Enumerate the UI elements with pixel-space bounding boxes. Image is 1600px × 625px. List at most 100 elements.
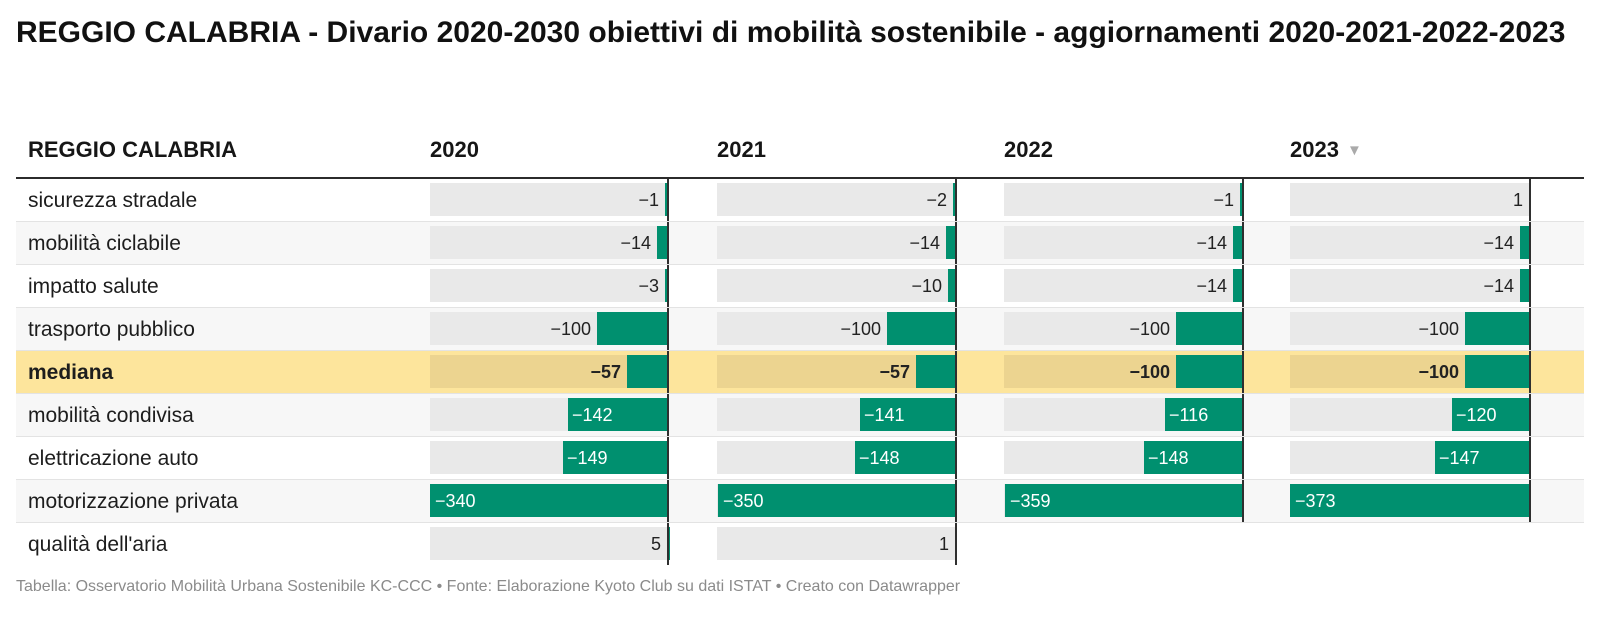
bar-track (430, 183, 667, 216)
bar-cell: −350 (717, 480, 957, 522)
header-year-2020[interactable]: 2020 (430, 137, 479, 163)
value-label: 5 (650, 534, 661, 554)
table-row: trasporto pubblico −100 −100 −100 −100 (16, 308, 1584, 351)
bar-track (1290, 183, 1529, 216)
bar (1144, 441, 1242, 474)
value-label: −100 (550, 319, 591, 339)
bar (1176, 355, 1242, 388)
zero-line (1529, 437, 1531, 479)
row-label: trasporto pubblico (28, 318, 195, 341)
zero-line (1529, 394, 1531, 436)
zero-line (1529, 480, 1531, 522)
row-label: sicurezza stradale (28, 189, 198, 212)
zero-line (955, 394, 957, 436)
zero-line (667, 265, 669, 307)
header-year-2023[interactable]: 2023 ▼ (1290, 137, 1362, 163)
zero-line (1242, 308, 1244, 350)
bar-cell: −57 (430, 351, 669, 393)
table-row: elettricazione auto −149 −148 −148 −147 (16, 437, 1584, 480)
bar-track (717, 527, 955, 560)
value-label: −141 (864, 405, 905, 425)
value-label: −57 (590, 362, 621, 382)
value-label: −116 (1169, 405, 1209, 425)
chart-title: REGGIO CALABRIA - Divario 2020-2030 obie… (16, 16, 1566, 49)
bar (1165, 398, 1242, 431)
row-label: mobilità ciclabile (28, 232, 181, 255)
value-label: −340 (435, 491, 476, 511)
zero-line (1529, 179, 1531, 221)
data-table: REGGIO CALABRIA 2020 2021 2022 2023 ▼ sicurez… (16, 126, 1584, 565)
bar (855, 441, 955, 474)
bar-cell: −100 (1004, 351, 1244, 393)
table-row: mobilità condivisa −142 −141 −116 −120 (16, 394, 1584, 437)
table-row: sicurezza stradale −1 −2 −1 1 (16, 179, 1584, 222)
bar-cell: −340 (430, 480, 669, 522)
bar (1005, 484, 1242, 517)
bar-cell: −14 (1004, 265, 1244, 307)
value-label: 1 (938, 534, 949, 554)
zero-line (955, 437, 957, 479)
value-label: −148 (1148, 448, 1189, 468)
bar-cell: 5 (430, 523, 670, 565)
bar-cell: −14 (430, 222, 669, 264)
bar-track (717, 183, 955, 216)
zero-line (955, 222, 957, 264)
bar-cell: −141 (717, 394, 957, 436)
row-label: mobilità condivisa (28, 404, 194, 427)
bar (563, 441, 667, 474)
value-label: −1 (638, 190, 659, 210)
value-label: −2 (926, 190, 947, 210)
bar-cell: −100 (717, 308, 957, 350)
value-label: −100 (840, 319, 881, 339)
bar (1233, 226, 1242, 259)
bar (597, 312, 667, 345)
header-year-label: 2022 (1004, 137, 1053, 162)
value-label: −149 (567, 448, 608, 468)
header-year-2021[interactable]: 2021 (717, 137, 766, 163)
header-year-2022[interactable]: 2022 (1004, 137, 1053, 163)
chart-footer: Tabella: Osservatorio Mobilità Urbana So… (16, 578, 961, 595)
bar (665, 183, 667, 216)
row-label: motorizzazione privata (28, 490, 239, 513)
bar-cell: −14 (717, 222, 957, 264)
bar-cell: −120 (1290, 394, 1531, 436)
bar (1452, 398, 1529, 431)
header-label-column[interactable]: REGGIO CALABRIA (28, 137, 237, 162)
zero-line (1242, 437, 1244, 479)
value-label: −1 (1213, 190, 1234, 210)
bar-track (430, 527, 667, 560)
zero-line (955, 351, 957, 393)
value-label: −57 (879, 362, 910, 382)
zero-line (667, 222, 669, 264)
value-label: −148 (859, 448, 900, 468)
bar-cell: −100 (1290, 308, 1531, 350)
bar (953, 183, 955, 216)
table-row: qualità dell'aria 5 1 (16, 523, 1584, 565)
value-label: −100 (1129, 362, 1170, 382)
bar (948, 269, 955, 302)
bar (1240, 183, 1242, 216)
value-label: −14 (1196, 233, 1227, 253)
bar-cell: −359 (1004, 480, 1244, 522)
sort-descending-icon[interactable]: ▼ (1346, 142, 1362, 159)
bar-cell: 1 (1290, 179, 1531, 221)
bar (1233, 269, 1242, 302)
bar-cell: −1 (1004, 179, 1244, 221)
bar-cell: −373 (1290, 480, 1531, 522)
bar-cell: −3 (430, 265, 669, 307)
bar (568, 398, 667, 431)
bar-cell: −10 (717, 265, 957, 307)
zero-line (667, 523, 669, 565)
value-label: −10 (911, 276, 942, 296)
value-label: −100 (1418, 362, 1459, 382)
zero-line (667, 394, 669, 436)
zero-line (955, 523, 957, 565)
value-label: −142 (572, 405, 613, 425)
zero-line (1242, 480, 1244, 522)
zero-line (1242, 179, 1244, 221)
bar (718, 484, 955, 517)
bar (1465, 312, 1529, 345)
value-label: 1 (1512, 190, 1523, 210)
bar-track (717, 226, 955, 259)
zero-line (1242, 394, 1244, 436)
